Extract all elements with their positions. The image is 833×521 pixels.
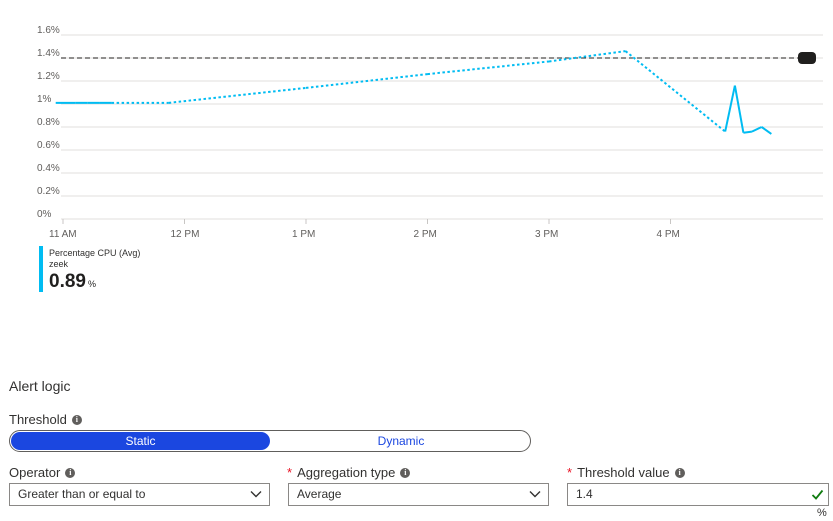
series-segment	[743, 130, 753, 134]
y-tick-label: 1.4%	[37, 48, 60, 59]
y-tick-label: 0.4%	[37, 163, 60, 174]
x-tick-label: 1 PM	[292, 229, 315, 240]
threshold-value-label: * Threshold value i	[567, 465, 685, 480]
y-tick-label: 0.2%	[37, 186, 60, 197]
required-asterisk: *	[287, 465, 293, 480]
series-segment	[724, 85, 736, 132]
info-icon[interactable]: i	[400, 467, 411, 478]
aggregation-type-select-value: Average	[297, 487, 342, 501]
series-segment	[548, 50, 626, 63]
operator-select[interactable]: Greater than or equal to	[9, 483, 270, 506]
operator-label: Operator i	[9, 465, 76, 480]
x-tick-label: 3 PM	[535, 229, 558, 240]
y-tick-label: 0.6%	[37, 140, 60, 151]
legend-value-number: 0.89	[49, 271, 86, 292]
series-segment	[761, 126, 772, 135]
info-icon[interactable]: i	[71, 414, 82, 425]
info-icon[interactable]: i	[65, 467, 76, 478]
legend-resource-name: zeek	[49, 259, 69, 269]
y-tick-label: 1.6%	[37, 25, 60, 36]
threshold-marker	[798, 52, 816, 64]
threshold-label: Threshold i	[9, 412, 82, 427]
legend-value: 0.89%	[49, 271, 96, 293]
x-tick-label: 4 PM	[657, 229, 680, 240]
x-tick-label: 2 PM	[414, 229, 437, 240]
series-segment	[427, 60, 550, 76]
chevron-down-icon	[250, 491, 262, 498]
threshold-static-option[interactable]: Static	[11, 432, 270, 450]
y-tick-label: 0%	[37, 209, 52, 220]
threshold-unit: %	[817, 507, 827, 519]
threshold-value-label-text: Threshold value	[577, 465, 670, 480]
operator-select-value: Greater than or equal to	[18, 487, 146, 501]
y-tick-label: 0.8%	[37, 117, 60, 128]
checkmark-icon	[811, 489, 824, 500]
aggregation-type-label-text: Aggregation type	[297, 465, 396, 480]
aggregation-type-label: * Aggregation type i	[287, 465, 411, 480]
series-segment	[168, 86, 307, 104]
cpu-line-chart: 1.6% 1.4% 1.2% 1% 0.8% 0.6% 0.4% 0.2% 0% 11 AM 12 …	[37, 25, 823, 240]
required-asterisk: *	[567, 465, 573, 480]
y-tick-label: 1.2%	[37, 71, 60, 82]
series-segment	[624, 50, 726, 133]
threshold-label-text: Threshold	[9, 412, 67, 427]
threshold-toggle: Static Dynamic	[9, 430, 531, 452]
legend-series-name: Percentage CPU (Avg)	[49, 248, 141, 258]
series-segment	[733, 85, 745, 133]
x-tick-label: 11 AM	[49, 229, 77, 240]
operator-label-text: Operator	[9, 465, 61, 480]
threshold-value-input-text: 1.4	[576, 487, 593, 501]
alert-logic-title: Alert logic	[9, 378, 71, 394]
info-icon[interactable]: i	[674, 467, 685, 478]
legend-value-unit: %	[87, 279, 96, 289]
threshold-value-input[interactable]: 1.4	[567, 483, 829, 506]
threshold-dynamic-option[interactable]: Dynamic	[377, 434, 425, 448]
aggregation-type-select[interactable]: Average	[288, 483, 549, 506]
series-segment	[305, 73, 428, 89]
metric-chart: 1.6% 1.4% 1.2% 1% 0.8% 0.6% 0.4% 0.2% 0% 11 AM 12 …	[0, 0, 833, 245]
legend-color-bar	[39, 246, 43, 292]
y-tick-label: 1%	[37, 94, 52, 105]
chevron-down-icon	[529, 491, 541, 498]
x-tick-label: 12 PM	[171, 229, 200, 240]
series-segment	[751, 126, 763, 133]
